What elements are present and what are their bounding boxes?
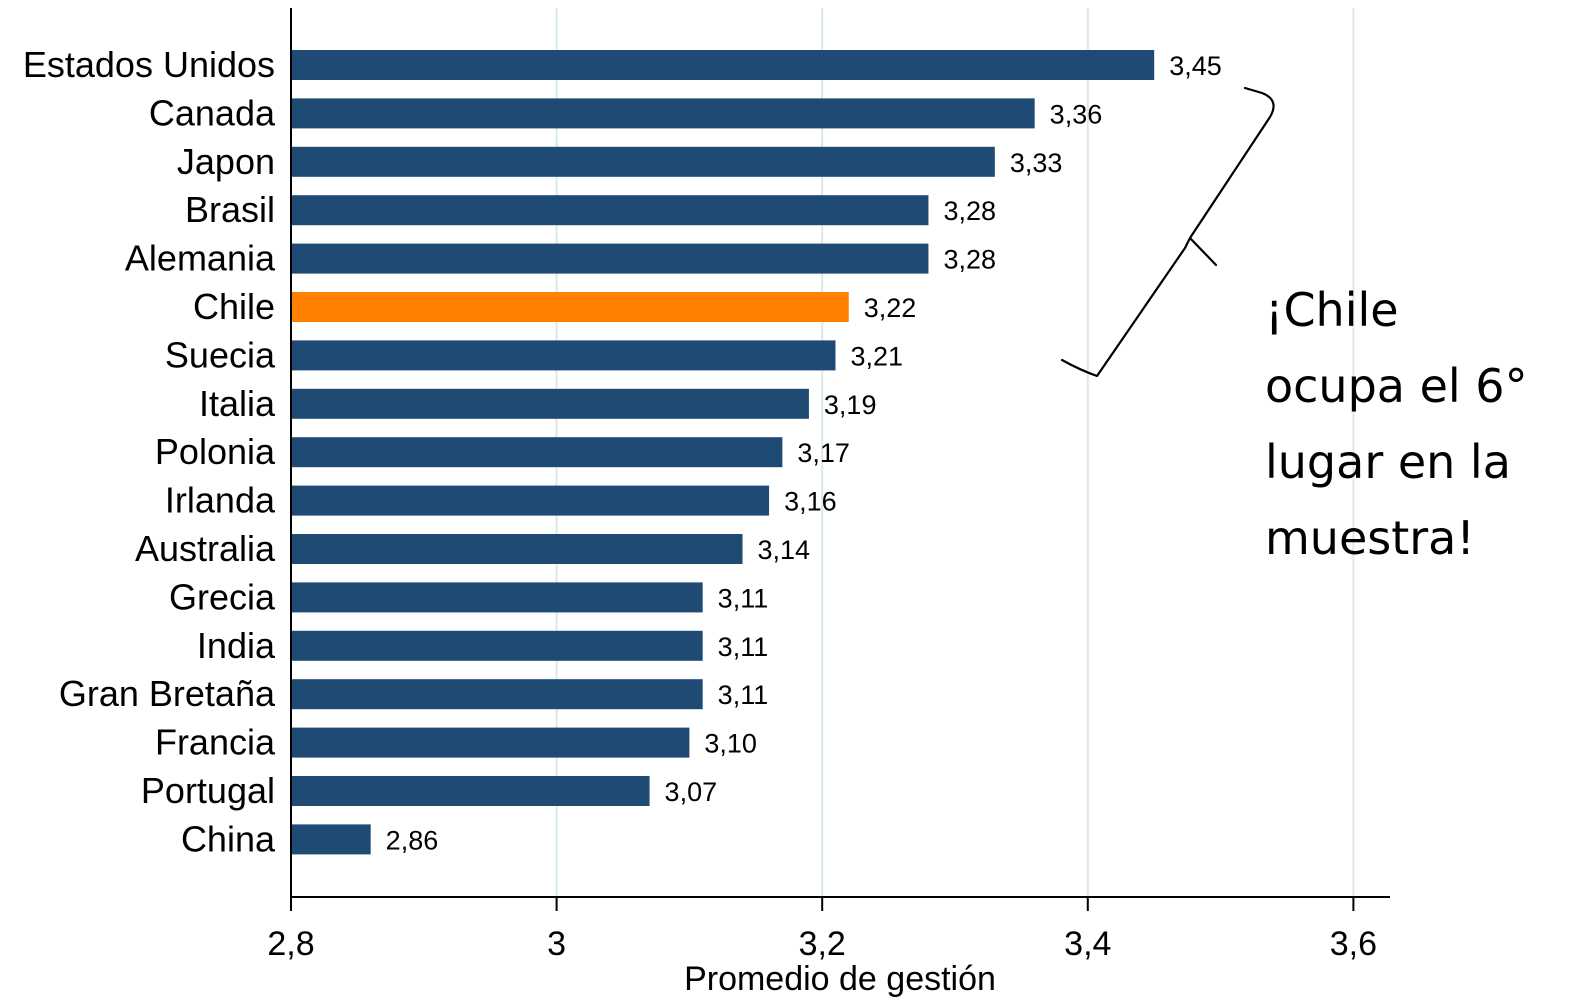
bar-india [292, 630, 703, 661]
callout-line-1: ¡Chile [1265, 283, 1399, 337]
x-tick-label: 3,2 [799, 925, 846, 963]
value-label: 3,11 [718, 680, 769, 710]
value-label: 3,11 [718, 632, 769, 662]
bar-estados-unidos [292, 50, 1155, 80]
category-label: Chile [193, 286, 275, 327]
category-label: Suecia [165, 334, 276, 375]
x-tick-label: 3 [547, 925, 566, 963]
category-label: Irlanda [165, 480, 276, 521]
x-tick-labels: 2,8 3 3,2 3,4 3,6 [267, 925, 1377, 963]
category-label: Portugal [141, 770, 275, 811]
x-tick-label: 2,8 [267, 925, 314, 963]
value-label: 3,16 [784, 487, 837, 517]
x-axis-title: Promedio de gestión [684, 960, 996, 998]
curly-brace-annotation [1060, 86, 1275, 378]
value-labels: 3,45 3,36 3,33 3,28 3,28 3,22 3,21 3,19 3,17 3,16… [386, 51, 1222, 855]
bar-japon [292, 146, 995, 177]
x-tick-label: 3,4 [1064, 925, 1111, 963]
bar-chile [292, 292, 849, 322]
value-label: 3,07 [665, 777, 718, 807]
category-label: Estados Unidos [23, 44, 275, 85]
value-label: 3,21 [850, 341, 903, 371]
value-label: 3,28 [943, 245, 996, 275]
value-label: 3,36 [1050, 99, 1103, 129]
category-label: Australia [135, 528, 276, 569]
value-label: 2,86 [386, 825, 439, 855]
category-label: Canada [149, 92, 276, 133]
bar-china [292, 824, 371, 855]
bar-francia [292, 727, 690, 758]
category-label: Alemania [125, 238, 276, 279]
value-label: 3,19 [824, 390, 877, 420]
bar-brasil [292, 195, 929, 226]
category-label: Polonia [155, 431, 276, 472]
category-label: Italia [199, 383, 276, 424]
category-label: China [181, 818, 276, 859]
category-label: Gran Bretaña [59, 673, 276, 714]
bar-grecia [292, 582, 703, 613]
callout-text: ¡Chile ocupa el 6° lugar en la muestra! [1265, 272, 1575, 576]
bars [292, 50, 1155, 855]
category-label: Francia [155, 722, 276, 763]
category-label: India [197, 625, 276, 666]
category-label: Grecia [169, 576, 276, 617]
value-label: 3,11 [718, 583, 769, 613]
callout-line-3: lugar en la [1265, 435, 1511, 489]
category-label: Brasil [185, 189, 275, 230]
bar-italia [292, 388, 809, 419]
bar-suecia [292, 340, 836, 371]
value-label: 3,22 [864, 293, 917, 323]
category-labels: Estados Unidos Canada Japon Brasil Alemania C… [23, 44, 276, 859]
category-label: Japon [177, 141, 275, 182]
value-label: 3,28 [943, 196, 996, 226]
value-label: 3,17 [797, 438, 850, 468]
value-label: 3,45 [1169, 51, 1222, 81]
bar-canada [292, 98, 1035, 129]
value-label: 3,10 [704, 729, 757, 759]
bar-australia [292, 534, 743, 564]
value-label: 3,14 [758, 535, 811, 565]
axes [290, 8, 1390, 911]
bar-gran-bretaña [292, 679, 703, 710]
bar-portugal [292, 776, 650, 806]
callout-line-4: muestra! [1265, 511, 1475, 565]
bar-irlanda [292, 485, 770, 516]
callout-line-2: ocupa el 6° [1265, 359, 1528, 413]
value-label: 3,33 [1010, 148, 1063, 178]
bar-polonia [292, 437, 783, 468]
bar-alemania [292, 243, 929, 274]
x-tick-label: 3,6 [1330, 925, 1377, 963]
